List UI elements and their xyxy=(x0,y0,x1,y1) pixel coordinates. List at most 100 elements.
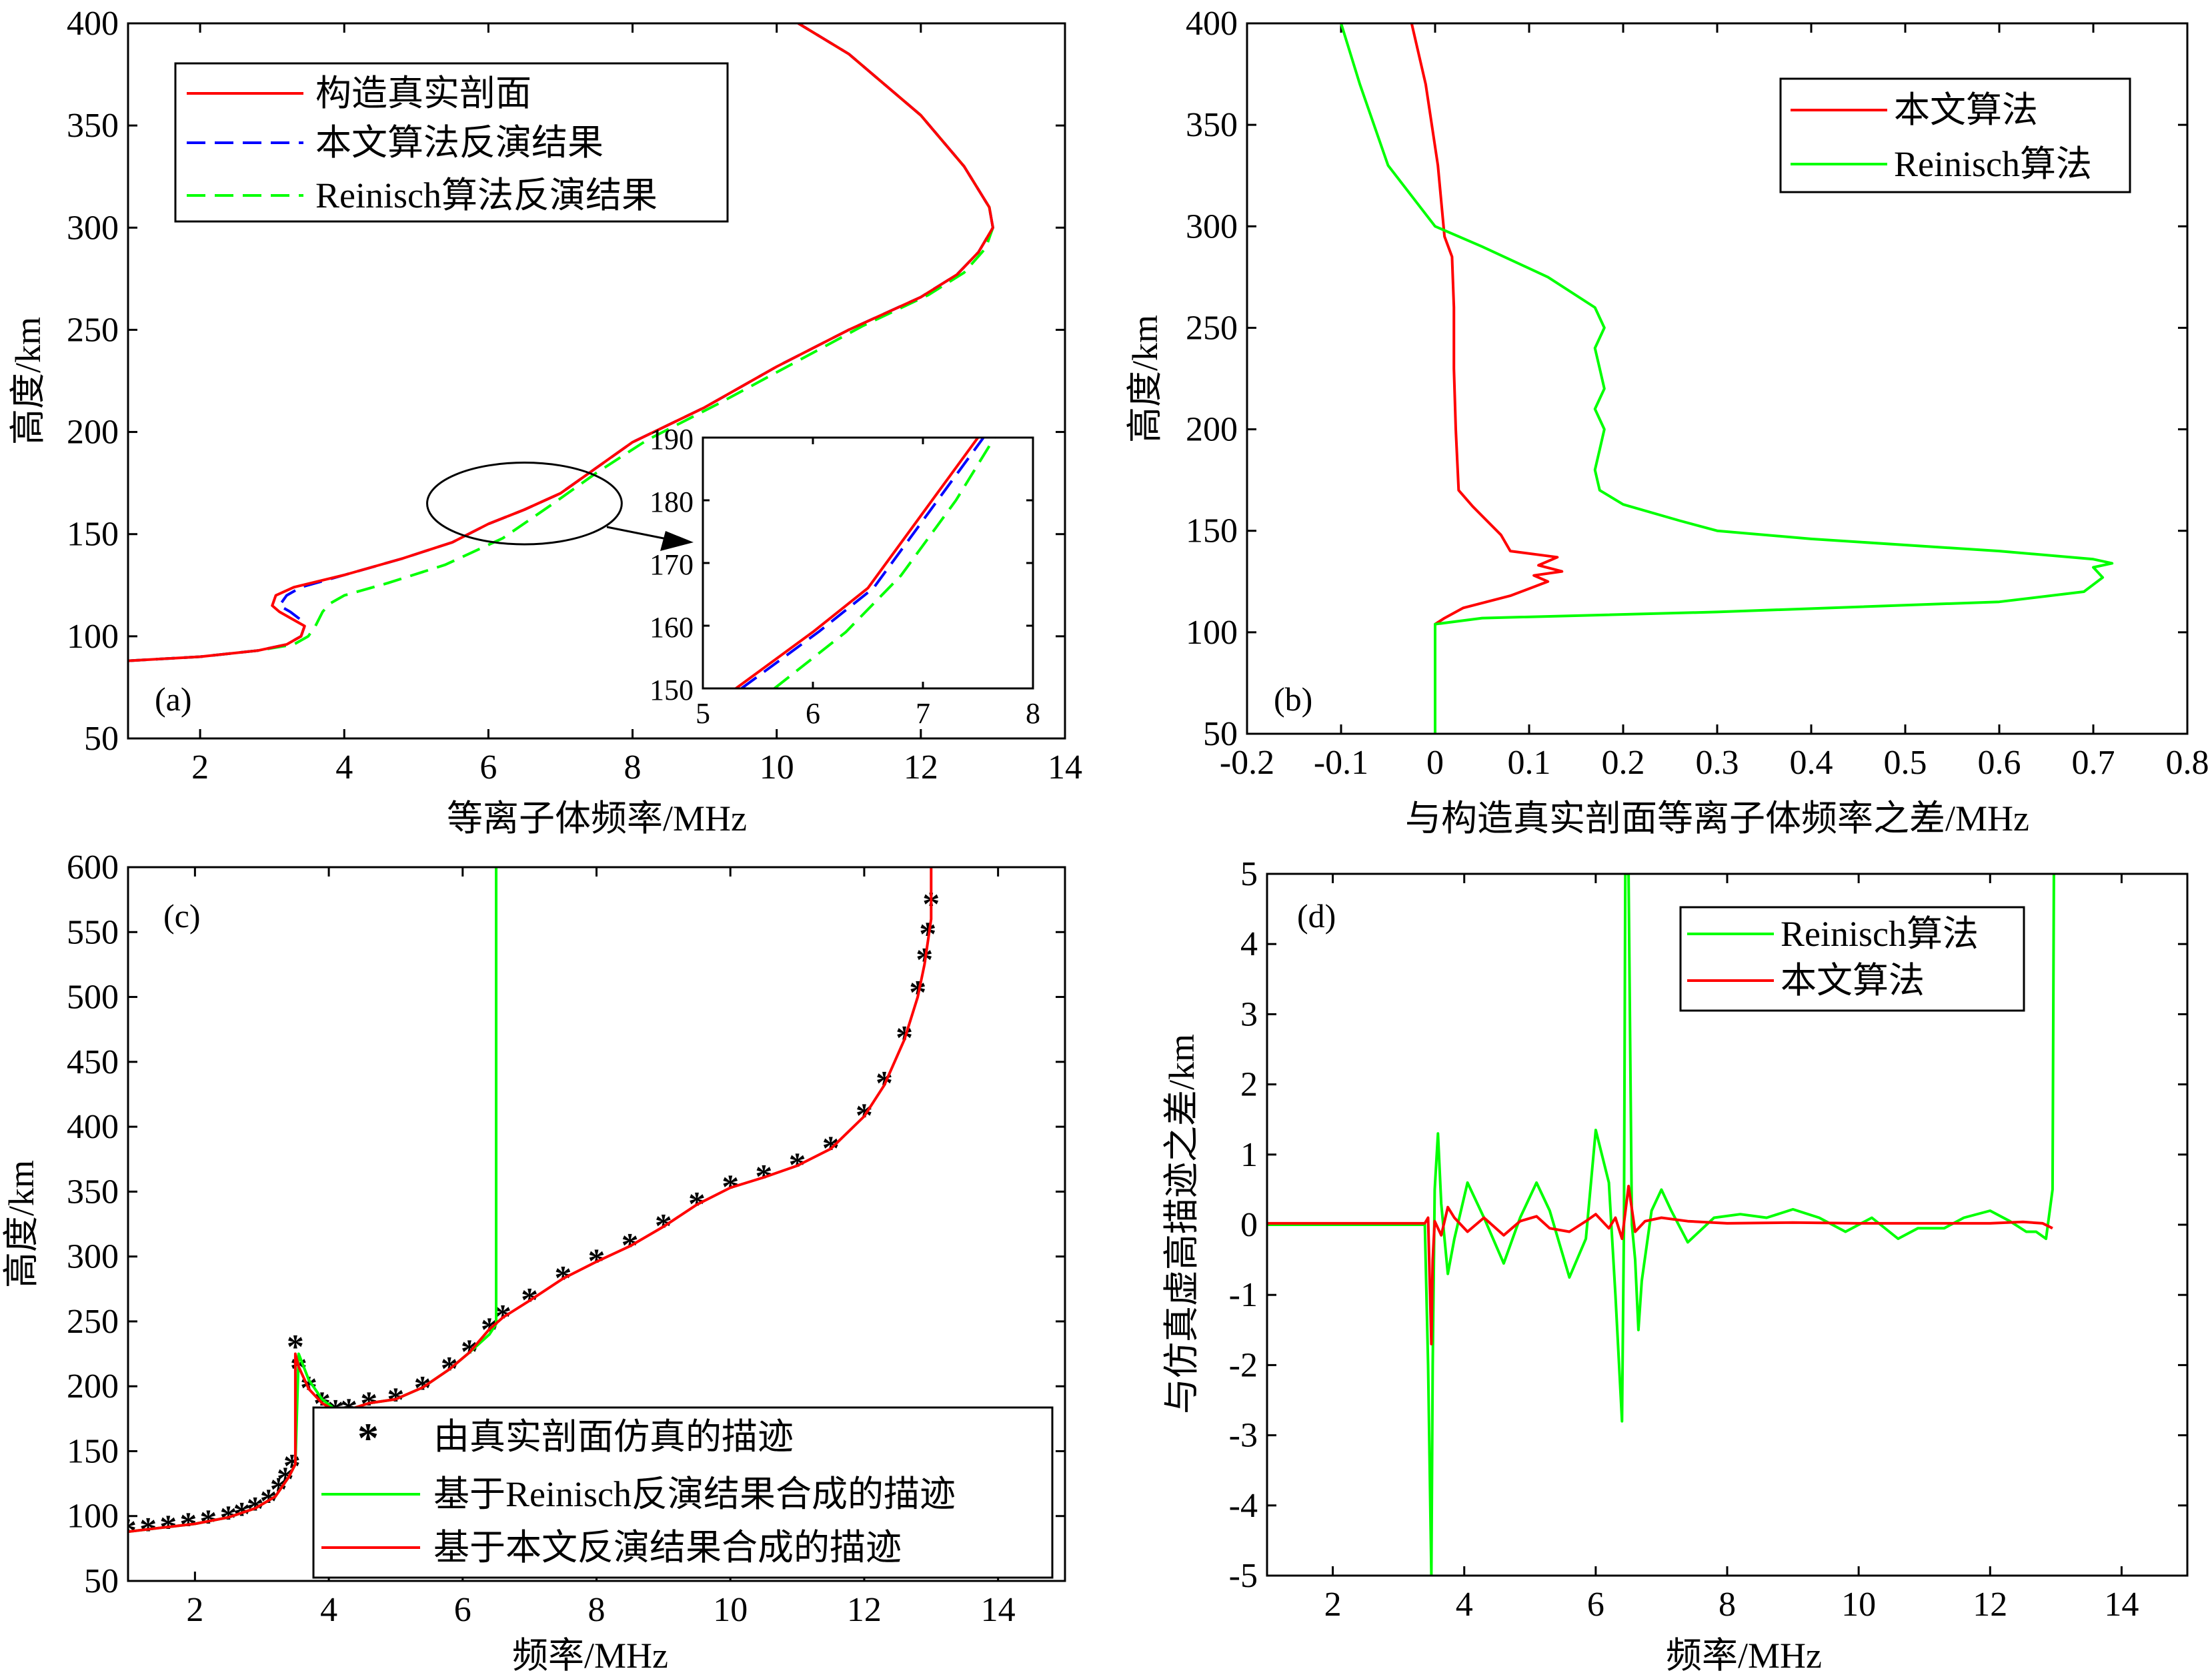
panel-b-xtick-label: 0.1 xyxy=(1508,744,1551,782)
panel-b: -0.2 -0.1 0 0.1 0.2 0.3 0.4 0.5 0.6 0.7 0.8 50 100 1… xyxy=(1125,5,2209,838)
panel-c-ytick-label: 550 xyxy=(67,913,119,951)
panel-d-xtick-label: 10 xyxy=(1841,1586,1876,1624)
panel-a-inset-box xyxy=(702,436,1034,690)
panel-d-xtick-label: 12 xyxy=(1973,1586,2007,1624)
panel-c-axes-box xyxy=(127,866,1066,1582)
panel-a-xtick-label: 8 xyxy=(624,748,642,786)
panel-d-axes-box xyxy=(1266,873,2189,1577)
panel-b-legend-box xyxy=(1779,77,2131,193)
panel-d-ytick-label: 4 xyxy=(1240,925,1258,963)
panel-b-ytick-label: 350 xyxy=(1186,106,1238,144)
panel-b-xlabel: 与构造真实剖面等离子体频率之差/MHz xyxy=(1405,798,2029,838)
panel-b-series-line-0 xyxy=(1410,23,1564,734)
panel-c-xtick-label: 4 xyxy=(320,1591,337,1629)
panel-c-yticklabels: 50 100 150 200 250 300 350 400 450 500 550 600 xyxy=(67,849,119,1600)
panel-b-ylabel: 高度/km xyxy=(1125,315,1165,443)
legend-a-label-2: 本文算法反演结果 xyxy=(315,123,604,163)
legend-d-label-2: 本文算法 xyxy=(1781,961,1925,1001)
panel-b-ytick-label: 100 xyxy=(1186,614,1238,652)
legend-a-label-1: 构造真实剖面 xyxy=(315,73,531,113)
panel-a-ytick-label: 150 xyxy=(67,516,119,554)
panel-a-zoom-arrowhead xyxy=(660,531,694,551)
panel-a-series xyxy=(128,23,994,662)
panel-a-inset-xtick-label: 8 xyxy=(1026,697,1040,730)
panel-b-ytick-label: 400 xyxy=(1186,5,1238,43)
panel-a-axes-box xyxy=(127,22,1066,740)
panel-b-xtick-label: 0.4 xyxy=(1790,744,1833,782)
panel-d-xticklabels: 2 4 6 8 10 12 14 xyxy=(1324,1586,2139,1624)
panel-b-legend: 本文算法 Reinisch算法 xyxy=(1779,77,2131,193)
panel-d-legend-box xyxy=(1679,906,2025,1012)
panel-a-xtick-label: 4 xyxy=(335,748,353,786)
panel-b-axes-box xyxy=(1246,22,2189,735)
panel-c-ytick-label: 400 xyxy=(67,1108,119,1146)
panel-a-xtick-label: 12 xyxy=(904,748,938,786)
panel-a-ytick-label: 50 xyxy=(84,720,119,758)
panel-d-ytick-label: -5 xyxy=(1229,1557,1258,1595)
panel-a-inset-xtick-label: 6 xyxy=(806,697,820,730)
panel-a-inset-xticklabels: 5 6 7 8 xyxy=(696,697,1040,730)
panel-c-ylabel: 高度/km xyxy=(1,1160,41,1288)
panel-d-ytick-label: 5 xyxy=(1240,855,1258,893)
panel-d-ytick-label: -1 xyxy=(1229,1276,1258,1314)
panel-b-xtick-label: 0.7 xyxy=(2072,744,2115,782)
panel-d-ytick-label: 3 xyxy=(1240,995,1258,1033)
panel-a-inset-xtick-label: 7 xyxy=(916,697,930,730)
panel-a-legend-box xyxy=(174,62,729,223)
panel-a-ytick-label: 300 xyxy=(67,209,119,247)
panel-c-xtick-label: 14 xyxy=(981,1591,1016,1629)
panel-a: 2 4 6 8 10 12 14 50 100 150 200 250 300 350 400 (a) 等… xyxy=(8,5,1082,838)
panel-b-series xyxy=(1340,23,2114,734)
panel-d-ytick-label: -3 xyxy=(1229,1417,1258,1455)
panel-b-xtick-label: 0.5 xyxy=(1884,744,1927,782)
panel-d-series xyxy=(1267,874,2055,1576)
panel-d-series-line-0 xyxy=(1267,874,2055,1576)
legend-c-marker-1: * xyxy=(357,1414,379,1462)
panel-d-xlabel: 频率/MHz xyxy=(1666,1636,1822,1676)
panel-b-ytick-label: 50 xyxy=(1203,715,1238,753)
panel-c-xtick-label: 12 xyxy=(847,1591,882,1629)
panel-c-xtick-label: 8 xyxy=(588,1591,606,1629)
panel-a-inset-xtick-label: 5 xyxy=(696,697,710,730)
panel-a-inset-ytick-label: 150 xyxy=(650,674,694,706)
panel-a-ytick-label: 250 xyxy=(67,311,119,349)
panel-d-xtick-label: 8 xyxy=(1719,1586,1736,1624)
panel-a-xtick-label: 14 xyxy=(1048,748,1082,786)
panel-b-xtick-label: 0.8 xyxy=(2166,744,2209,782)
panel-b-label: (b) xyxy=(1274,680,1312,718)
legend-b-label-1: 本文算法 xyxy=(1894,90,2038,130)
panel-c-xticklabels: 2 4 6 8 10 12 14 xyxy=(186,1591,1015,1629)
panel-a-inset-series xyxy=(735,438,996,688)
panel-c-xtick-label: 2 xyxy=(186,1591,203,1629)
panel-a-inset-ytick-label: 190 xyxy=(650,423,694,456)
panel-d-xtick-label: 2 xyxy=(1324,1586,1342,1624)
panel-d-xtick-label: 4 xyxy=(1456,1586,1473,1624)
panel-d-legend: Reinisch算法 本文算法 xyxy=(1679,906,2025,1012)
panel-b-xtick-label: 0.2 xyxy=(1602,744,1645,782)
panel-a-inset-series-line-2 xyxy=(735,438,980,688)
panel-c-ytick-label: 450 xyxy=(67,1043,119,1081)
panel-d-ytick-label: -2 xyxy=(1229,1346,1258,1384)
panel-d-series-line-1 xyxy=(1267,1185,2053,1345)
panel-d-ytick-label: 2 xyxy=(1240,1066,1258,1104)
panel-a-xtick-label: 6 xyxy=(479,748,497,786)
panel-b-ytick-label: 300 xyxy=(1186,207,1238,245)
panel-b-xticklabels: -0.2 -0.1 0 0.1 0.2 0.3 0.4 0.5 0.6 0.7 0.8 xyxy=(1220,744,2209,782)
panel-d-ylabel: 与仿真虚高描迹之差/km xyxy=(1162,1034,1202,1414)
panel-d-xtick-label: 6 xyxy=(1587,1586,1604,1624)
panel-a-inset-series-line-1 xyxy=(740,438,985,688)
panel-a-inset-ytick-label: 180 xyxy=(650,486,694,518)
panel-c-legend-box xyxy=(312,1406,1054,1579)
panel-a-zoom-arrow xyxy=(606,526,674,542)
panel-a-ylabel: 高度/km xyxy=(8,317,48,445)
panel-b-xtick-label: 0.6 xyxy=(1978,744,2021,782)
panel-a-ytick-label: 400 xyxy=(67,5,119,43)
panel-a-ytick-label: 100 xyxy=(67,618,119,656)
legend-c-label-3: 基于本文反演结果合成的描迹 xyxy=(433,1528,902,1568)
panel-c-ytick-label: 150 xyxy=(67,1432,119,1470)
panel-b-yticklabels: 50 100 150 200 250 300 350 400 xyxy=(1186,5,1238,753)
panel-c-ytick-label: 200 xyxy=(67,1367,119,1406)
panel-d-label: (d) xyxy=(1297,897,1336,935)
panel-c-ytick-label: 50 xyxy=(84,1562,119,1600)
panel-a-xticklabels: 2 4 6 8 10 12 14 xyxy=(191,748,1082,786)
